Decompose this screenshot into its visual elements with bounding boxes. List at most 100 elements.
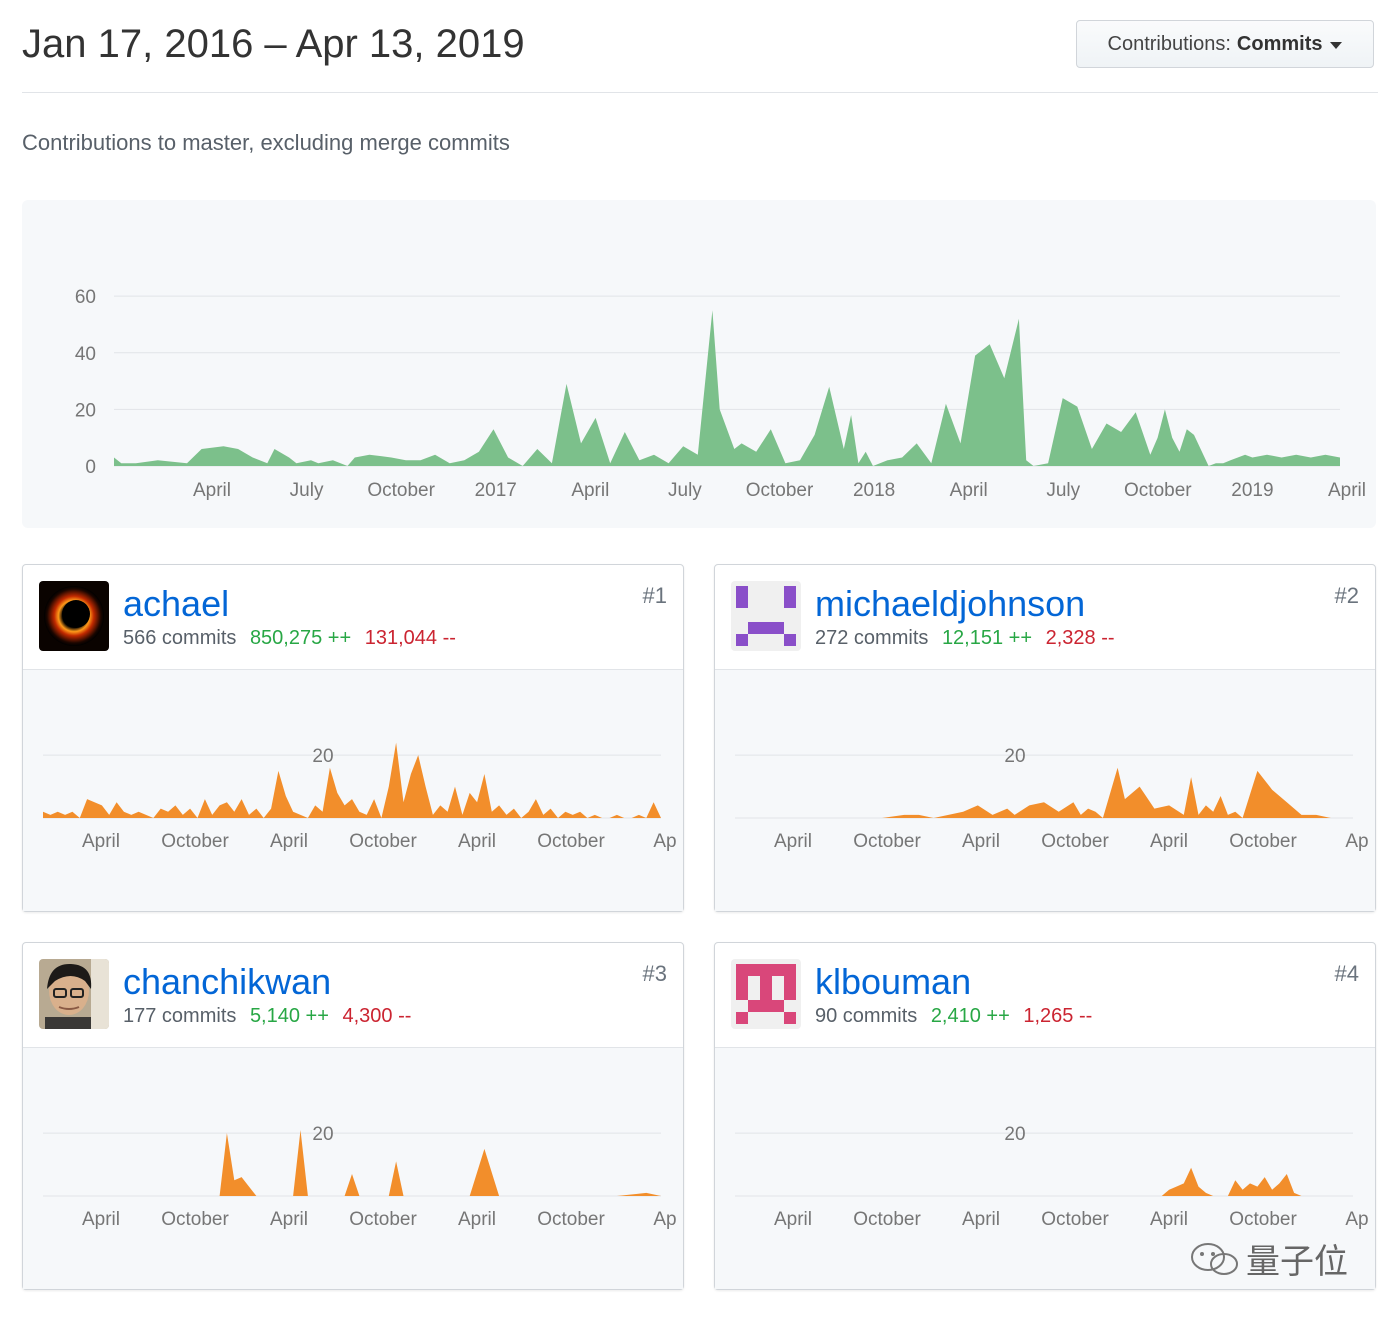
contributor-card-2: michaeldjohnson 272 commits 12,151 ++ 2,… xyxy=(714,564,1376,912)
y-tick-label: 0 xyxy=(85,457,96,478)
additions-count: 5,140 ++ xyxy=(249,1005,329,1027)
contributor-card-4: klbouman 90 commits 2,410 ++ 1,265 -- #4… xyxy=(714,942,1376,1290)
y-tick-label: 20 xyxy=(1004,1124,1025,1145)
black-hole-avatar-icon[interactable] xyxy=(39,581,109,651)
commits-area-series xyxy=(43,742,661,818)
contributor-chart-svg: 20 April October April October April October Ap xyxy=(735,1124,1369,1230)
contributor-stats: 566 commits 850,275 ++ 131,044 -- xyxy=(123,627,456,650)
x-tick-label: April xyxy=(270,1209,308,1230)
contributor-name-link[interactable]: michaeldjohnson xyxy=(815,583,1086,624)
x-tick-label: October xyxy=(746,480,814,501)
x-tick-label: October xyxy=(161,831,229,852)
identicon-purple-icon[interactable] xyxy=(731,581,801,651)
contributor-rank: #4 xyxy=(1334,961,1359,986)
contributor-card-1: achael 566 commits 850,275 ++ 131,044 --… xyxy=(22,564,684,912)
main-contributions-chart: 0 20 40 60 April July October 2017 April July Octo… xyxy=(22,200,1376,528)
x-tick-label: 2017 xyxy=(475,480,517,501)
deletions-count: 1,265 -- xyxy=(1023,1005,1093,1027)
deletions-count: 4,300 -- xyxy=(342,1005,412,1027)
y-tick-label: 20 xyxy=(1004,746,1025,767)
x-tick-label: April xyxy=(82,831,120,852)
y-tick-label: 20 xyxy=(75,400,96,421)
contributor-chart-svg: 20 April October April October April October Ap xyxy=(735,746,1369,852)
y-tick-label: 60 xyxy=(75,287,96,308)
x-tick-label: April xyxy=(1150,1209,1188,1230)
x-tick-label: October xyxy=(537,831,605,852)
x-tick-label: October xyxy=(1041,831,1109,852)
page-title: Jan 17, 2016 – Apr 13, 2019 xyxy=(22,22,525,66)
deletions-count: 131,044 -- xyxy=(364,627,456,649)
commit-count: 272 commits xyxy=(815,627,929,649)
y-tick-label: 20 xyxy=(312,746,333,767)
x-tick-label: October xyxy=(1041,1209,1109,1230)
watermark-text: 量子位 xyxy=(1246,1243,1348,1281)
identicon-pink-icon[interactable] xyxy=(731,959,801,1029)
contributor-name-link[interactable]: chanchikwan xyxy=(123,961,332,1002)
x-tick-label: April xyxy=(571,480,609,501)
contributor-card-header: achael 566 commits 850,275 ++ 131,044 --… xyxy=(23,565,683,670)
x-tick-label: April xyxy=(1328,480,1366,501)
x-tick-label: April xyxy=(774,1209,812,1230)
x-tick-label: Ap xyxy=(1345,1209,1368,1230)
x-tick-label: April xyxy=(774,831,812,852)
x-tick-label: July xyxy=(1046,480,1080,501)
x-tick-label: October xyxy=(1229,831,1297,852)
deletions-count: 2,328 -- xyxy=(1045,627,1115,649)
dropdown-prefix: Contributions: xyxy=(1107,32,1231,55)
commit-count: 177 commits xyxy=(123,1005,237,1027)
x-tick-label: April xyxy=(458,1209,496,1230)
watermark: 量子位 xyxy=(1186,1234,1348,1283)
contributor-card-header: michaeldjohnson 272 commits 12,151 ++ 2,… xyxy=(715,565,1375,670)
contributor-name-link[interactable]: klbouman xyxy=(815,961,972,1002)
contributor-stats: 272 commits 12,151 ++ 2,328 -- xyxy=(815,627,1115,650)
contributor-card-3: chanchikwan 177 commits 5,140 ++ 4,300 -… xyxy=(22,942,684,1290)
x-tick-label: April xyxy=(270,831,308,852)
dropdown-value: Commits xyxy=(1236,32,1323,55)
contributor-card-header: chanchikwan 177 commits 5,140 ++ 4,300 -… xyxy=(23,943,683,1048)
caret-down-icon xyxy=(1330,41,1343,49)
x-tick-label: October xyxy=(349,831,417,852)
commits-area-series xyxy=(114,310,1340,466)
y-tick-label: 40 xyxy=(75,344,96,365)
commits-area-series xyxy=(735,1167,1353,1196)
contributor-name-link[interactable]: achael xyxy=(123,583,230,624)
x-tick-label: October xyxy=(349,1209,417,1230)
x-tick-label: April xyxy=(1150,831,1188,852)
contributor-chart: 20 April October April October April October Ap xyxy=(23,1048,683,1289)
commits-area-series xyxy=(43,1130,661,1196)
x-tick-label: October xyxy=(1124,480,1192,501)
x-tick-label: October xyxy=(1229,1209,1297,1230)
x-tick-label: July xyxy=(290,480,324,501)
wechat-icon xyxy=(1191,1242,1238,1275)
person-photo-avatar-icon[interactable] xyxy=(39,959,109,1029)
x-tick-label: July xyxy=(668,480,702,501)
contributor-card-header: klbouman 90 commits 2,410 ++ 1,265 -- #4 xyxy=(715,943,1375,1048)
commits-area-series xyxy=(735,767,1353,818)
x-tick-label: April xyxy=(962,1209,1000,1230)
x-tick-label: April xyxy=(82,1209,120,1230)
contributions-dropdown-button[interactable]: Contributions: Commits xyxy=(1076,20,1374,68)
contributor-stats: 177 commits 5,140 ++ 4,300 -- xyxy=(123,1005,411,1028)
contributor-chart: 20 April October April October April October Ap xyxy=(23,670,683,911)
x-tick-label: April xyxy=(193,480,231,501)
header-divider xyxy=(22,92,1378,93)
y-tick-label: 20 xyxy=(312,1124,333,1145)
contributor-chart: 20 April October April October April October Ap xyxy=(715,1048,1375,1289)
chart-subtitle: Contributions to master, excluding merge… xyxy=(22,130,510,155)
contributor-chart-svg: 20 April October April October April October Ap xyxy=(43,1124,677,1230)
additions-count: 12,151 ++ xyxy=(941,627,1033,649)
commit-count: 566 commits xyxy=(123,627,237,649)
additions-count: 2,410 ++ xyxy=(930,1005,1010,1027)
contributor-chart: 20 April October April October April October Ap xyxy=(715,670,1375,911)
contributor-rank: #3 xyxy=(642,961,667,986)
contributor-stats: 90 commits 2,410 ++ 1,265 -- xyxy=(815,1005,1092,1028)
x-tick-label: April xyxy=(962,831,1000,852)
commit-count: 90 commits xyxy=(815,1005,918,1027)
x-tick-label: Ap xyxy=(653,1209,676,1230)
additions-count: 850,275 ++ xyxy=(249,627,352,649)
x-tick-label: October xyxy=(853,1209,921,1230)
x-tick-label: October xyxy=(537,1209,605,1230)
x-tick-label: Ap xyxy=(653,831,676,852)
x-tick-label: 2019 xyxy=(1231,480,1273,501)
x-tick-label: April xyxy=(458,831,496,852)
